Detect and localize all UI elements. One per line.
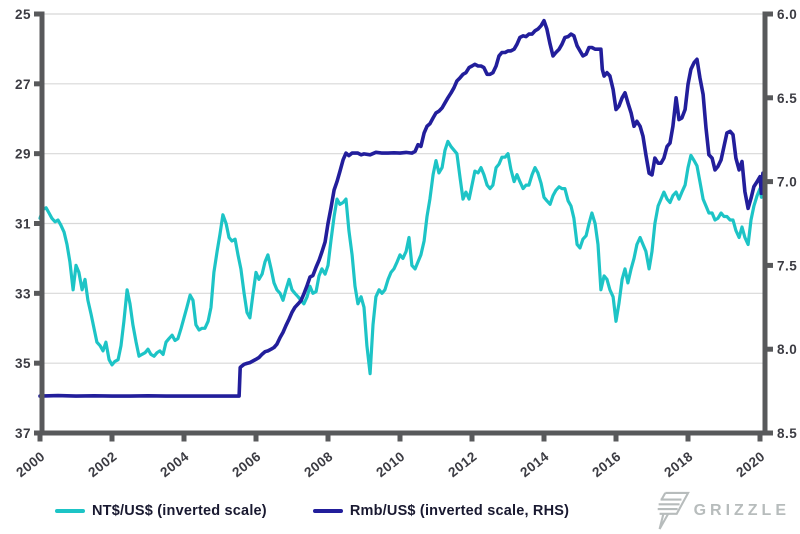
right-axis-line — [762, 11, 768, 436]
x-tick — [685, 435, 691, 442]
x-tick-label: 2018 — [661, 449, 695, 481]
right-tick-label: 8.5 — [777, 426, 797, 441]
left-tick — [34, 81, 42, 87]
right-tick — [765, 11, 773, 17]
left-tick — [34, 151, 42, 157]
x-tick — [541, 435, 547, 442]
x-tick-label: 2006 — [229, 449, 263, 481]
x-tick — [613, 435, 619, 442]
x-tick — [397, 435, 403, 442]
legend: NT$/US$ (inverted scale) Rmb/US$ (invert… — [55, 503, 569, 519]
x-tick — [325, 435, 331, 442]
x-tick-label: 2012 — [445, 449, 479, 481]
x-tick-label: 2000 — [13, 449, 47, 481]
right-tick — [765, 95, 773, 101]
left-tick-label: 25 — [15, 7, 31, 22]
ntd-legend-label: NT$/US$ (inverted scale) — [92, 503, 267, 519]
fx-chart: 25 27 29 31 33 35 37 6.0 6.5 7.0 7.5 8.0 8.5 2000 2002… — [13, 7, 797, 481]
left-tick — [34, 11, 42, 17]
x-tick — [469, 435, 475, 442]
left-tick-label: 35 — [15, 356, 31, 371]
left-tick-label: 37 — [15, 426, 31, 441]
x-tick — [109, 435, 115, 442]
left-tick — [34, 360, 42, 366]
x-tick — [181, 435, 187, 442]
x-tick-label: 2002 — [85, 449, 119, 481]
x-tick-label: 2004 — [157, 449, 191, 481]
x-tick-label: 2008 — [301, 449, 335, 481]
right-tick — [765, 346, 773, 352]
grizzle-logo: GRIZZLE — [652, 490, 790, 532]
rmb-legend-label: Rmb/US$ (inverted scale, RHS) — [349, 503, 570, 519]
legend-item-rmb: Rmb/US$ (inverted scale, RHS) — [312, 503, 570, 519]
ntd-legend-swatch — [55, 509, 85, 513]
ntd-line — [38, 139, 765, 376]
x-tick-label: 2010 — [373, 449, 407, 481]
rmb-legend-swatch — [312, 509, 343, 513]
right-tick-label: 7.0 — [777, 175, 797, 190]
fx-chart-svg: 25 27 29 31 33 35 37 6.0 6.5 7.0 7.5 8.0 8.5 2000 2002… — [13, 7, 797, 481]
grizzle-logo-text: GRIZZLE — [693, 502, 790, 519]
right-tick — [765, 430, 773, 436]
left-tick-label: 31 — [15, 217, 31, 232]
left-tick — [34, 290, 42, 296]
chart-footer: NT$/US$ (inverted scale) Rmb/US$ (invert… — [0, 488, 800, 534]
grizzle-logo-icon — [657, 491, 690, 530]
right-tick — [765, 262, 773, 268]
left-tick-label: 33 — [15, 286, 31, 301]
right-tick — [765, 179, 773, 185]
x-tick — [253, 435, 259, 442]
x-tick — [757, 435, 763, 442]
x-tick-label: 2020 — [733, 449, 767, 481]
x-tick-label: 2016 — [589, 449, 623, 481]
right-tick-label: 8.0 — [777, 342, 797, 357]
left-tick — [34, 430, 42, 436]
left-tick-label: 27 — [15, 77, 31, 92]
bottom-axis-line — [37, 430, 770, 436]
right-tick-label: 7.5 — [777, 258, 797, 273]
legend-item-ntd: NT$/US$ (inverted scale) — [55, 503, 267, 519]
x-tick — [37, 435, 43, 442]
right-tick-label: 6.0 — [777, 7, 797, 22]
x-tick-label: 2014 — [517, 449, 551, 481]
rmb-line — [38, 18, 765, 398]
left-tick-label: 29 — [15, 147, 31, 162]
right-tick-label: 6.5 — [777, 91, 797, 106]
left-tick — [34, 221, 42, 226]
